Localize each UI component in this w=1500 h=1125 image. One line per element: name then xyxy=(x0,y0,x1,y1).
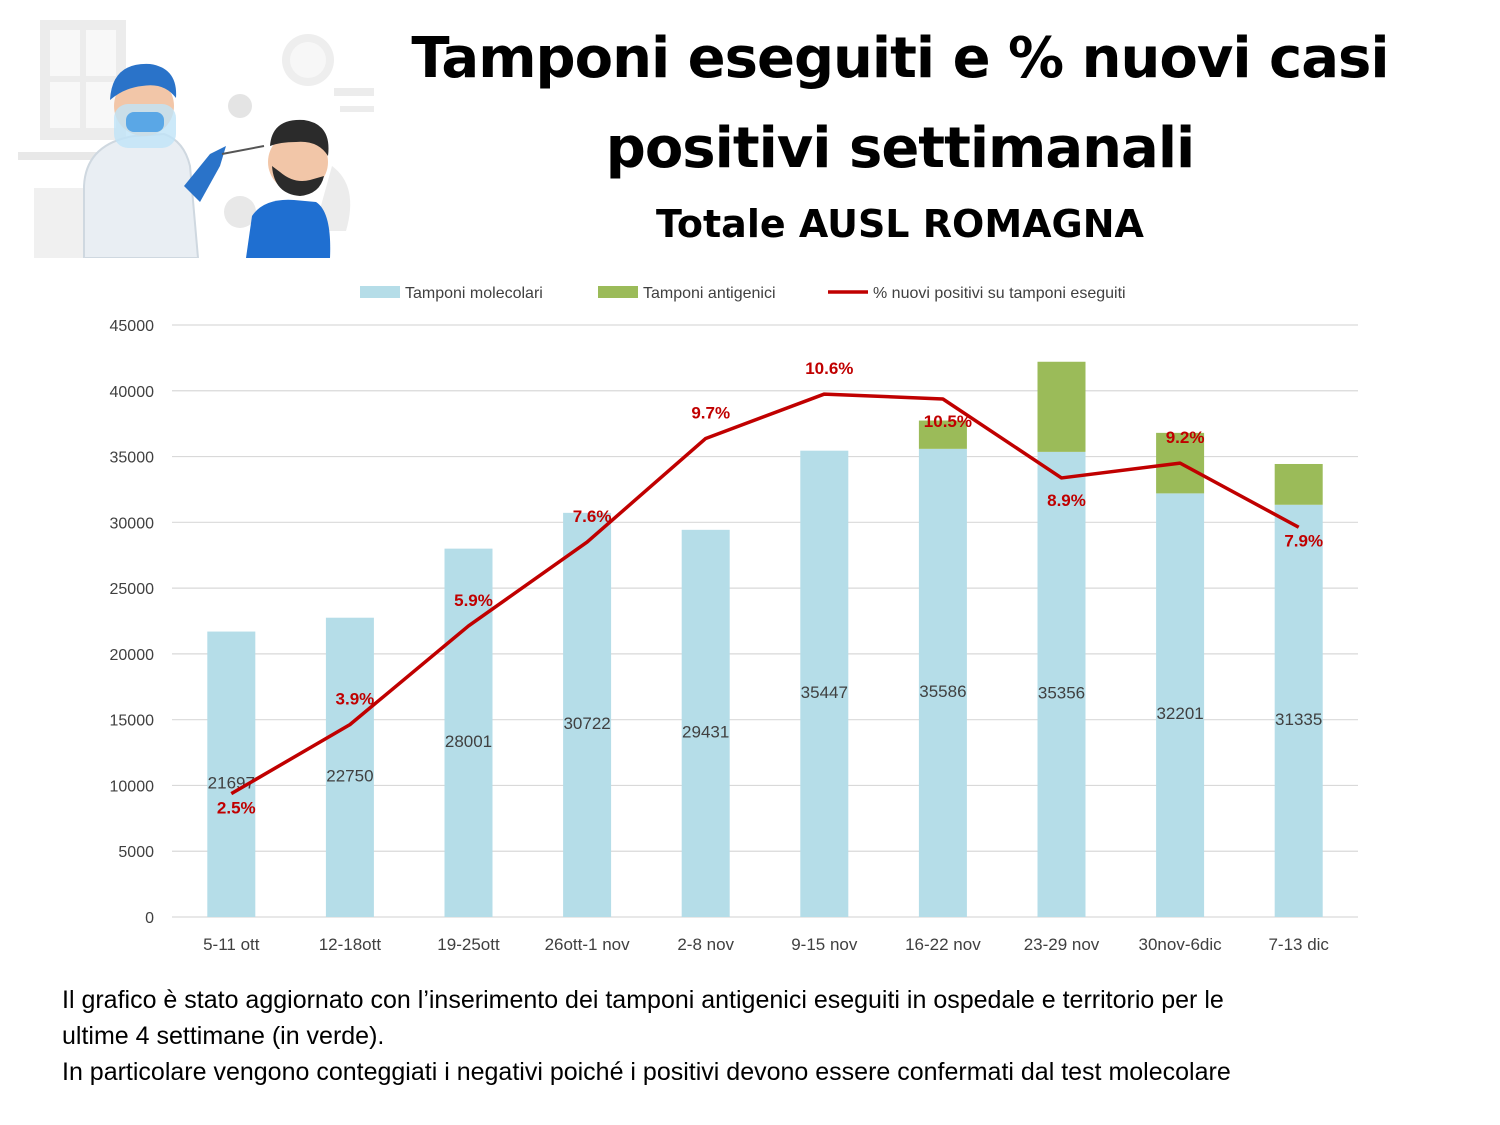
percent-label: 10.6% xyxy=(805,359,853,378)
bar-molecolari xyxy=(1274,504,1323,917)
bar-antigenici xyxy=(1274,463,1323,505)
percent-label: 9.7% xyxy=(691,403,730,422)
bar-value-label: 35356 xyxy=(1038,683,1085,702)
percent-line-path xyxy=(230,392,1300,796)
y-tick-label: 30000 xyxy=(110,515,155,532)
y-tick-label: 15000 xyxy=(110,713,155,730)
x-tick-label: 26ott-1 nov xyxy=(545,935,631,954)
y-tick-label: 0 xyxy=(145,910,154,927)
legend-label: Tamponi molecolari xyxy=(405,285,543,302)
bar-value-label: 30722 xyxy=(563,714,610,733)
footnote-line-2: ultime 4 settimane (in verde). xyxy=(62,1022,385,1050)
bar-value-label: 35447 xyxy=(801,683,848,702)
legend-swatch xyxy=(360,286,400,298)
x-tick-label: 30nov-6dic xyxy=(1139,935,1223,954)
bar-antigenici xyxy=(918,420,967,449)
swab-test-illustration-icon xyxy=(18,20,374,258)
bar-value-label: 32201 xyxy=(1156,704,1203,723)
x-tick-label: 23-29 nov xyxy=(1024,935,1100,954)
x-axis-ticks: 5-11 ott 12-18ott 19-25ott 26ott-1 nov 2-8 n… xyxy=(203,935,1329,954)
y-tick-label: 25000 xyxy=(110,581,155,598)
chart-title: Tamponi eseguiti e % nuovi casi xyxy=(411,26,1389,91)
percent-label: 10.5% xyxy=(924,412,972,431)
x-tick-label: 12-18ott xyxy=(319,935,382,954)
percent-label: 5.9% xyxy=(454,591,493,610)
bar-value-label: 29431 xyxy=(682,722,729,741)
legend: Tamponi molecolari Tamponi antigenici % nu… xyxy=(360,285,1126,302)
y-tick-label: 10000 xyxy=(110,778,155,795)
chart-title-line2: positivi settimanali xyxy=(605,116,1195,181)
bar-value-label: 31335 xyxy=(1275,710,1322,729)
x-tick-label: 5-11 ott xyxy=(203,935,260,954)
x-tick-label: 2-8 nov xyxy=(677,935,734,954)
chart: 0 5000 10000 15000 20000 25000 30000 35000 40000… xyxy=(110,285,1358,954)
footnote-line-1: Il grafico è stato aggiornato con l’inse… xyxy=(62,986,1224,1014)
x-tick-label: 16-22 nov xyxy=(905,935,981,954)
y-tick-label: 40000 xyxy=(110,384,155,401)
bars xyxy=(207,361,1323,917)
bar-molecolari xyxy=(563,512,612,917)
footnote: Il grafico è stato aggiornato con l’inse… xyxy=(62,982,1482,1090)
y-tick-label: 45000 xyxy=(110,318,155,335)
y-tick-label: 20000 xyxy=(110,647,155,664)
percent-label: 8.9% xyxy=(1047,491,1086,510)
y-tick-label: 35000 xyxy=(110,450,155,467)
bar-molecolari xyxy=(681,529,730,917)
legend-swatch xyxy=(598,286,638,298)
x-tick-label: 9-15 nov xyxy=(791,935,858,954)
title-block: Tamponi eseguiti e % nuovi casi positivi… xyxy=(360,14,1440,252)
bar-molecolari xyxy=(207,631,256,917)
percent-label: 7.6% xyxy=(573,507,612,526)
bar-value-label: 28001 xyxy=(445,732,492,751)
x-tick-label: 19-25ott xyxy=(437,935,500,954)
percent-line xyxy=(230,392,1300,796)
bar-molecolari xyxy=(325,617,374,917)
bar-molecolari xyxy=(1156,493,1205,917)
bar-molecolari xyxy=(918,448,967,917)
legend-label: Tamponi antigenici xyxy=(643,285,776,302)
y-axis-ticks: 0 5000 10000 15000 20000 25000 30000 35000 40000… xyxy=(110,318,155,927)
percent-labels: 2.5% 3.9% 5.9% 7.6% 9.7% 10.6% 10.5% 8.9% 9.2% 7.… xyxy=(217,359,1323,818)
percent-label: 9.2% xyxy=(1166,428,1205,447)
x-tick-label: 7-13 dic xyxy=(1268,935,1329,954)
bar-value-label: 22750 xyxy=(326,766,373,785)
percent-label: 7.9% xyxy=(1284,531,1323,550)
percent-label: 3.9% xyxy=(336,690,375,709)
percent-label: 2.5% xyxy=(217,799,256,818)
bar-antigenici xyxy=(1037,361,1086,452)
bar-molecolari xyxy=(1037,451,1086,917)
y-tick-label: 5000 xyxy=(118,844,154,861)
bar-molecolari xyxy=(800,450,849,917)
legend-label: % nuovi positivi su tamponi eseguiti xyxy=(873,285,1126,302)
bar-molecolari xyxy=(444,548,493,917)
chart-subtitle: Totale AUSL ROMAGNA xyxy=(656,202,1144,246)
bar-value-label: 35586 xyxy=(919,682,966,701)
footnote-line-3: In particolare vengono conteggiati i neg… xyxy=(62,1058,1231,1086)
